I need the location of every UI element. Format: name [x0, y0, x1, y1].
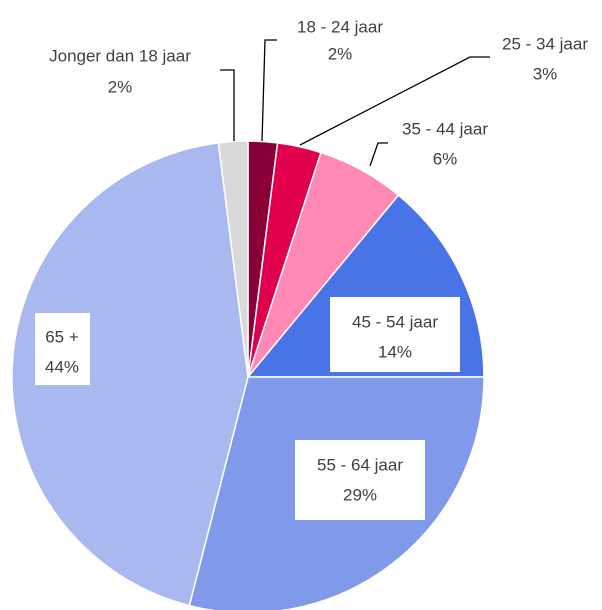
- category-label: 55 - 64 jaar: [317, 455, 403, 474]
- category-label: 65 +: [45, 327, 79, 346]
- label-box: [295, 440, 425, 520]
- category-label: 35 - 44 jaar: [402, 119, 488, 138]
- value-label: 29%: [343, 485, 377, 504]
- category-label: Jonger dan 18 jaar: [49, 46, 191, 65]
- pie-slice: [217, 140, 249, 378]
- value-label: 44%: [45, 357, 79, 376]
- value-label: 2%: [108, 77, 133, 96]
- value-label: 6%: [433, 149, 458, 168]
- label-box: [35, 313, 90, 385]
- label-box: [330, 297, 460, 372]
- value-label: 2%: [328, 44, 353, 63]
- category-label: 18 - 24 jaar: [297, 17, 383, 36]
- leader-line: [299, 56, 490, 146]
- pie-slice: [11, 142, 249, 607]
- value-label: 3%: [533, 64, 558, 83]
- value-label: 14%: [378, 342, 412, 361]
- leader-line: [369, 142, 388, 167]
- category-label: 45 - 54 jaar: [352, 312, 438, 331]
- leader-line: [261, 39, 277, 142]
- leader-line: [220, 69, 235, 141]
- category-label: 25 - 34 jaar: [502, 34, 588, 53]
